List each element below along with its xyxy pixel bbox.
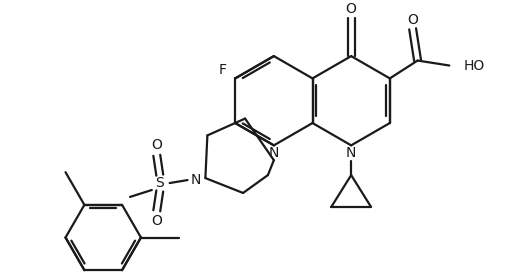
Text: HO: HO: [462, 59, 483, 73]
Text: F: F: [218, 64, 226, 78]
Text: N: N: [345, 146, 356, 160]
Text: O: O: [345, 2, 356, 16]
Text: O: O: [407, 13, 417, 27]
Text: O: O: [151, 214, 162, 228]
Text: N: N: [268, 146, 278, 160]
Text: O: O: [151, 138, 162, 152]
Text: N: N: [190, 173, 200, 187]
Text: S: S: [155, 176, 164, 190]
